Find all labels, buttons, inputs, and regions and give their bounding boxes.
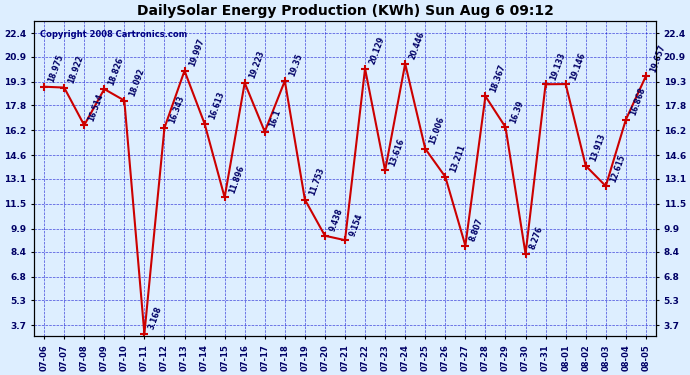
Text: 13.211: 13.211	[448, 144, 466, 174]
Text: 16.613: 16.613	[208, 90, 226, 121]
Text: 16.514: 16.514	[87, 92, 106, 122]
Text: 20.129: 20.129	[368, 36, 386, 66]
Text: 12.615: 12.615	[609, 153, 627, 183]
Text: 8.807: 8.807	[468, 217, 485, 243]
Text: 19.657: 19.657	[649, 43, 667, 73]
Text: 19.997: 19.997	[187, 38, 206, 68]
Text: 13.913: 13.913	[589, 133, 607, 163]
Text: 19.35: 19.35	[288, 53, 304, 78]
Text: 18.922: 18.922	[67, 54, 86, 85]
Text: 18.092: 18.092	[127, 67, 146, 98]
Text: 19.223: 19.223	[248, 50, 266, 80]
Text: 18.367: 18.367	[489, 63, 506, 93]
Text: 3.168: 3.168	[147, 305, 164, 331]
Text: 16.868: 16.868	[629, 86, 647, 117]
Text: 18.826: 18.826	[107, 56, 126, 86]
Text: 20.446: 20.446	[408, 30, 426, 61]
Text: 15.006: 15.006	[428, 116, 446, 146]
Text: 16.1: 16.1	[268, 108, 282, 129]
Text: 11.896: 11.896	[228, 164, 246, 195]
Text: Copyright 2008 Cartronics.com: Copyright 2008 Cartronics.com	[40, 30, 188, 39]
Text: 19.133: 19.133	[549, 51, 566, 81]
Text: 19.146: 19.146	[569, 51, 587, 81]
Text: 9.154: 9.154	[348, 212, 364, 237]
Text: 18.975: 18.975	[47, 53, 66, 84]
Text: 16.343: 16.343	[167, 94, 186, 125]
Text: 11.753: 11.753	[308, 166, 326, 197]
Text: 9.438: 9.438	[328, 207, 344, 233]
Text: 13.616: 13.616	[388, 137, 406, 168]
Text: 8.276: 8.276	[529, 225, 545, 251]
Text: 16.39: 16.39	[509, 99, 525, 124]
Title: DailySolar Energy Production (KWh) Sun Aug 6 09:12: DailySolar Energy Production (KWh) Sun A…	[137, 4, 553, 18]
